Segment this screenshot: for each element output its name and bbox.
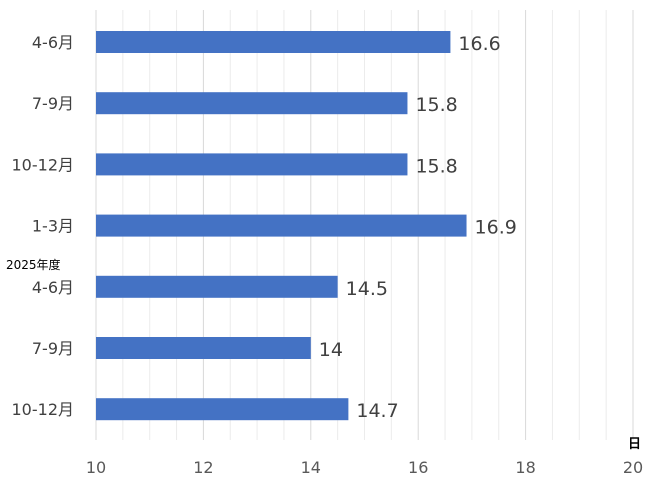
bar xyxy=(96,398,349,421)
category-label: 4-6月 xyxy=(32,33,74,52)
x-axis-unit-label: 日 xyxy=(628,437,641,452)
x-tick-label: 18 xyxy=(515,458,535,477)
category-label: 10-12月 xyxy=(12,400,75,419)
bar xyxy=(96,31,451,53)
category-label: 1-3月 xyxy=(32,217,74,236)
data-label: 15.8 xyxy=(415,94,457,116)
bar xyxy=(96,153,408,176)
fiscal-year-group-label: 2025年度 xyxy=(6,257,61,272)
data-label: 16.6 xyxy=(458,33,500,55)
data-label: 16.9 xyxy=(475,217,517,239)
bar xyxy=(96,92,408,115)
bar xyxy=(96,275,338,298)
data-label: 14 xyxy=(319,339,343,361)
labels: 10 12 14 16 18 20 4-6月 16.6 7-9月 15.8 10-12月 15.8 1-… xyxy=(12,33,644,477)
x-tick-label: 10 xyxy=(86,458,106,477)
category-label: 7-9月 xyxy=(32,94,74,113)
category-label: 7-9月 xyxy=(32,339,74,358)
data-label: 14.5 xyxy=(346,278,388,300)
x-tick-label: 14 xyxy=(301,458,321,477)
category-label: 10-12月 xyxy=(12,155,75,174)
category-label: 4-6月 xyxy=(32,278,74,297)
bar xyxy=(96,214,467,237)
data-label: 14.7 xyxy=(356,400,398,422)
bar xyxy=(96,337,311,359)
x-tick-label: 12 xyxy=(193,458,213,477)
bars xyxy=(96,31,467,421)
x-tick-label: 20 xyxy=(623,458,643,477)
x-tick-label: 16 xyxy=(408,458,428,477)
data-label: 15.8 xyxy=(415,155,457,177)
